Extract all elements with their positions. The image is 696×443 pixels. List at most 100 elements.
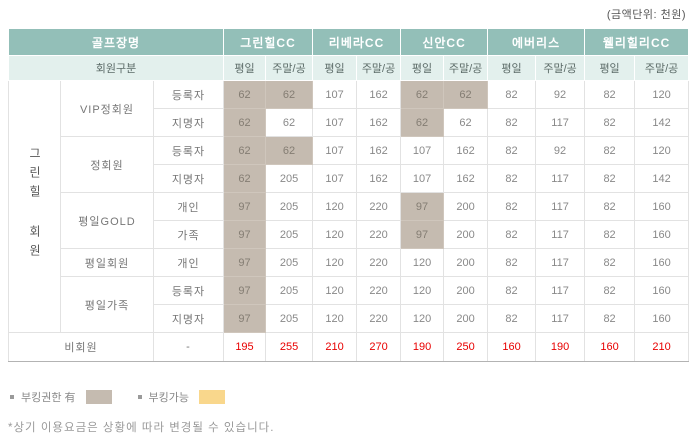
price-cell: 205 bbox=[264, 192, 314, 221]
nonmember-price-cell: 270 bbox=[356, 332, 402, 362]
member-subtype-label: 개인 bbox=[153, 248, 224, 277]
weekend-header: 주말/공 bbox=[535, 55, 586, 81]
member-group-label: 그린힐 회원 bbox=[8, 80, 61, 333]
price-cell: 82 bbox=[487, 276, 537, 305]
price-cell: 162 bbox=[356, 80, 402, 109]
legend-booking-right-label: 부킹권한 有 bbox=[21, 392, 76, 404]
price-cell: 160 bbox=[634, 248, 690, 277]
price-cell: 62 bbox=[223, 136, 266, 165]
price-cell: 82 bbox=[584, 136, 636, 165]
price-cell: 205 bbox=[264, 248, 314, 277]
price-cell: 220 bbox=[356, 276, 402, 305]
nonmember-price-cell: 250 bbox=[443, 332, 489, 362]
table-row: 평일회원 개인 97 205 120 220 120 200 82 117 82 160 bbox=[9, 248, 690, 277]
course-header-riviera: 리베라CC bbox=[312, 28, 402, 56]
nonmember-price-cell: 160 bbox=[487, 332, 537, 362]
price-cell: 220 bbox=[356, 220, 402, 249]
price-cell: 220 bbox=[356, 248, 402, 277]
member-class-header: 회원구분 bbox=[8, 55, 224, 81]
course-header-row: 골프장명 그린힐CC 리베라CC 신안CC 에버리스 웰리힐리CC bbox=[8, 28, 690, 56]
price-cell: 120 bbox=[312, 276, 358, 305]
weekend-header: 주말/공 bbox=[356, 55, 402, 81]
price-cell: 62 bbox=[264, 136, 314, 165]
nonmember-price-cell: 210 bbox=[634, 332, 690, 362]
nonmember-subtype-label: - bbox=[153, 332, 224, 362]
price-cell: 205 bbox=[264, 220, 314, 249]
weekend-header: 주말/공 bbox=[264, 55, 314, 81]
price-cell: 97 bbox=[400, 192, 445, 221]
price-cell: 107 bbox=[312, 108, 358, 137]
unit-note: (금액단위: 천원) bbox=[606, 9, 686, 21]
price-cell: 117 bbox=[535, 108, 586, 137]
price-cell: 200 bbox=[443, 304, 489, 333]
price-cell: 220 bbox=[356, 304, 402, 333]
table-row: 지명자 62 62 107 162 62 62 82 117 82 142 bbox=[9, 108, 690, 137]
weekend-header: 주말/공 bbox=[634, 55, 690, 81]
bullet-icon bbox=[137, 395, 142, 399]
price-cell: 82 bbox=[487, 136, 537, 165]
price-cell: 160 bbox=[634, 276, 690, 305]
price-cell: 107 bbox=[312, 136, 358, 165]
member-type-label: 평일가족 bbox=[60, 276, 154, 333]
price-cell: 107 bbox=[400, 136, 445, 165]
price-cell: 82 bbox=[487, 192, 537, 221]
price-cell: 82 bbox=[584, 276, 636, 305]
legend-booking-available: 부킹가능 bbox=[137, 389, 226, 405]
price-cell: 205 bbox=[264, 276, 314, 305]
price-cell: 162 bbox=[356, 136, 402, 165]
member-type-label: 정회원 bbox=[60, 136, 154, 193]
price-cell: 62 bbox=[223, 108, 266, 137]
price-cell: 220 bbox=[356, 192, 402, 221]
nonmember-price-cell: 160 bbox=[584, 332, 636, 362]
table-row: 평일가족 등록자 97 205 120 220 120 200 82 117 82 160 bbox=[9, 276, 690, 333]
weekday-header: 평일 bbox=[400, 55, 445, 81]
weekend-header: 주말/공 bbox=[443, 55, 489, 81]
price-cell: 117 bbox=[535, 192, 586, 221]
price-cell: 82 bbox=[584, 304, 636, 333]
price-cell: 82 bbox=[487, 164, 537, 193]
price-cell: 82 bbox=[584, 248, 636, 277]
day-type-header-row: 회원구분 평일 주말/공 평일 주말/공 평일 주말/공 평일 주말/공 평일 … bbox=[8, 55, 690, 81]
member-subtype-label: 지명자 bbox=[153, 108, 224, 137]
price-cell: 82 bbox=[584, 164, 636, 193]
member-type-label: 평일GOLD bbox=[60, 192, 154, 249]
member-subtype-label: 등록자 bbox=[153, 136, 224, 165]
member-subtype-label: 지명자 bbox=[153, 304, 224, 333]
price-cell: 120 bbox=[400, 276, 445, 305]
price-cell: 205 bbox=[264, 164, 314, 193]
price-cell: 120 bbox=[400, 304, 445, 333]
course-header-everis: 에버리스 bbox=[487, 28, 586, 56]
price-cell: 107 bbox=[312, 164, 358, 193]
course-header-greenhill: 그린힐CC bbox=[222, 28, 314, 56]
booking-available-swatch bbox=[199, 390, 226, 404]
price-cell: 120 bbox=[312, 248, 358, 277]
course-name-header: 골프장명 bbox=[8, 28, 224, 56]
weekday-header: 평일 bbox=[487, 55, 537, 81]
table-row: 정회원 등록자 62 62 107 162 107 162 82 92 82 120 bbox=[9, 136, 690, 193]
price-cell: 62 bbox=[443, 80, 489, 109]
member-subtype-label: 개인 bbox=[153, 192, 224, 221]
table-row: 그린힐 회원 VIP정회원 등록자 62 62 107 162 62 62 82 92 82 120 bbox=[8, 80, 690, 333]
price-cell: 97 bbox=[223, 276, 266, 305]
price-cell: 160 bbox=[634, 304, 690, 333]
member-type-label: VIP정회원 bbox=[60, 80, 154, 137]
price-cell: 107 bbox=[312, 80, 358, 109]
legend-booking-right: 부킹권한 有 bbox=[10, 389, 112, 405]
nonmember-price-cell: 255 bbox=[264, 332, 314, 362]
price-cell: 162 bbox=[356, 164, 402, 193]
price-cell: 200 bbox=[443, 276, 489, 305]
price-cell: 117 bbox=[535, 220, 586, 249]
weekday-header: 평일 bbox=[223, 55, 266, 81]
price-cell: 120 bbox=[312, 220, 358, 249]
price-cell: 200 bbox=[443, 192, 489, 221]
nonmember-price-cell: 190 bbox=[535, 332, 586, 362]
nonmember-price-cell: 190 bbox=[400, 332, 445, 362]
nonmember-row: 비회원 -195 255 210 270 190 250 160 190 160 210 bbox=[8, 332, 690, 362]
member-subtype-label: 지명자 bbox=[153, 164, 224, 193]
price-cell: 120 bbox=[400, 248, 445, 277]
price-cell: 200 bbox=[443, 220, 489, 249]
price-cell: 92 bbox=[535, 80, 586, 109]
price-cell: 120 bbox=[312, 304, 358, 333]
price-cell: 142 bbox=[634, 108, 690, 137]
price-cell: 82 bbox=[584, 80, 636, 109]
